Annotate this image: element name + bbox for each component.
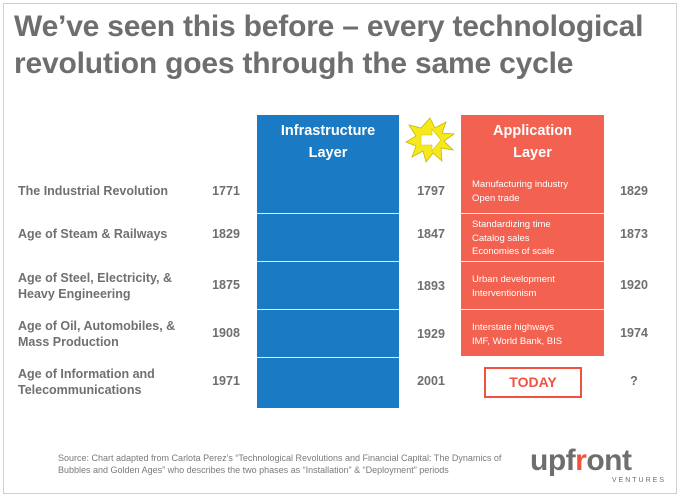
- logo-accent-letter: r: [575, 444, 587, 477]
- row-label-line: The Industrial Revolution: [18, 184, 169, 198]
- application-examples: Manufacturing industry Open trade: [472, 178, 604, 205]
- infrastructure-header-line-2: Layer: [308, 145, 348, 161]
- row-label-information-telecom: Age of Information and Telecommunication…: [18, 366, 203, 398]
- logo-part: upf: [530, 444, 576, 477]
- year-start: 1875: [212, 278, 240, 292]
- row-label-line: Telecommunications: [18, 383, 142, 397]
- logo-part: ont: [586, 444, 632, 477]
- row-label-line: Age of Steel, Electricity, &: [18, 271, 172, 285]
- infra-divider: [257, 213, 399, 214]
- application-example: Manufacturing industry: [472, 179, 569, 190]
- row-label-line: Age of Steam & Railways: [18, 227, 168, 241]
- starburst-arrow-icon: [405, 117, 456, 163]
- application-example: Urban development: [472, 274, 555, 285]
- year-start: 1971: [212, 374, 240, 388]
- today-badge: TODAY: [484, 367, 582, 398]
- application-header-line-2: Layer: [513, 145, 552, 161]
- application-example: Interstate highways: [472, 322, 554, 333]
- application-example: Open trade: [472, 192, 520, 204]
- year-start: 1908: [212, 326, 240, 340]
- application-examples: Urban development Interventionism: [472, 273, 604, 300]
- row-label-steam-railways: Age of Steam & Railways: [18, 226, 203, 242]
- year-turning-point: 1797: [417, 184, 445, 198]
- infra-divider: [257, 261, 399, 262]
- upfront-ventures-logo: upfront VENTURES: [530, 444, 670, 490]
- application-example: Economies of scale: [472, 246, 555, 257]
- logo-wordmark: upfront: [530, 444, 632, 478]
- slide-title: We’ve seen this before – every technolog…: [14, 10, 644, 80]
- row-label-line: Age of Oil, Automobiles, &: [18, 319, 176, 333]
- year-turning-point: 1929: [417, 327, 445, 341]
- row-label-line: Mass Production: [18, 335, 119, 349]
- application-example: Standardizing time: [472, 219, 551, 230]
- logo-subtitle: VENTURES: [611, 477, 666, 484]
- application-example: IMF, World Bank, BIS: [472, 335, 563, 347]
- year-end: 1974: [620, 326, 648, 340]
- year-turning-point: 1893: [417, 279, 445, 293]
- infra-divider: [257, 357, 399, 358]
- application-header-line-1: Application: [493, 123, 572, 139]
- year-end: 1920: [620, 278, 648, 292]
- app-divider: [461, 309, 604, 310]
- year-end: 1829: [620, 184, 648, 198]
- application-example: Interventionism: [472, 287, 537, 299]
- year-end: 1873: [620, 227, 648, 241]
- year-turning-point: 2001: [417, 374, 445, 388]
- app-divider: [461, 261, 604, 262]
- application-header: Application Layer: [461, 120, 604, 164]
- app-divider: [461, 213, 604, 214]
- year-start: 1771: [212, 184, 240, 198]
- year-turning-point: 1847: [417, 227, 445, 241]
- row-label-industrial-revolution: The Industrial Revolution: [18, 183, 203, 199]
- source-note: Source: Chart adapted from Carlota Perez…: [58, 453, 502, 475]
- infrastructure-header: Infrastructure Layer: [257, 120, 399, 164]
- row-label-line: Age of Information and: [18, 367, 155, 381]
- application-examples: Standardizing time Catalog sales Economi…: [472, 218, 604, 259]
- year-start: 1829: [212, 227, 240, 241]
- row-label-line: Heavy Engineering: [18, 287, 131, 301]
- row-label-steel-electricity: Age of Steel, Electricity, & Heavy Engin…: [18, 270, 203, 302]
- application-example: Catalog sales: [472, 232, 530, 244]
- infra-divider: [257, 309, 399, 310]
- row-label-oil-automobiles: Age of Oil, Automobiles, & Mass Producti…: [18, 318, 203, 350]
- year-end-unknown: ?: [630, 374, 638, 388]
- application-examples: Interstate highways IMF, World Bank, BIS: [472, 321, 604, 348]
- application-column: Application Layer: [461, 115, 604, 356]
- infrastructure-header-line-1: Infrastructure: [280, 123, 376, 139]
